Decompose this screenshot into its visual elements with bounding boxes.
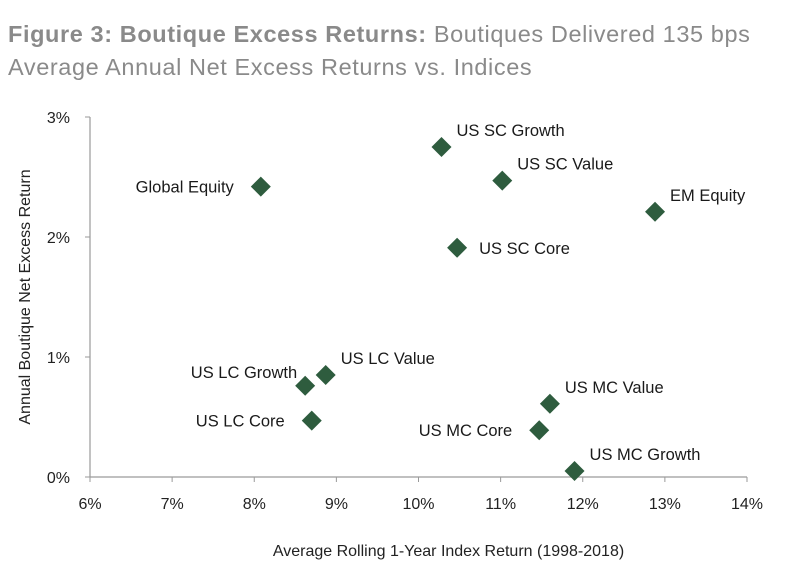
data-point-marker	[564, 461, 585, 481]
axes	[85, 116, 748, 482]
data-points	[250, 137, 666, 481]
x-tick-label: 10%	[402, 496, 434, 513]
data-point-label: EM Equity	[670, 187, 746, 205]
data-point-label: US LC Value	[341, 350, 435, 368]
y-tick-label: 2%	[47, 230, 70, 247]
data-point-label: Global Equity	[136, 179, 235, 197]
data-point-label: US LC Core	[196, 413, 285, 431]
chart-title-rest: Boutiques Delivered 135 bps Average Annu…	[8, 21, 751, 80]
data-point-marker	[295, 375, 316, 396]
data-point-label: US MC Value	[565, 379, 664, 397]
x-tick-label: 14%	[731, 496, 763, 513]
x-tick-label: 7%	[161, 496, 184, 513]
x-tick-label: 13%	[649, 496, 681, 513]
chart-title: Figure 3: Boutique Excess Returns: Bouti…	[8, 18, 793, 84]
data-point-label: US SC Core	[479, 240, 570, 258]
data-point-label: US SC Value	[517, 156, 613, 174]
data-point-marker	[529, 420, 550, 441]
x-tick-label: 9%	[325, 496, 348, 513]
tick-labels: 6% 7% 8% 9% 10% 11% 12% 13% 14% 0% 1% 2% 3%	[47, 110, 763, 513]
point-labels: US SC Growth Global Equity US SC Value EM E…	[136, 122, 746, 464]
data-point-label: US LC Growth	[191, 364, 297, 382]
data-point-label: US MC Growth	[590, 446, 701, 464]
data-point-marker	[250, 176, 271, 197]
data-point-marker	[301, 410, 322, 431]
data-point-marker	[431, 137, 452, 157]
data-point-marker	[492, 170, 513, 191]
x-tick-label: 11%	[485, 496, 516, 513]
data-point-label: US SC Growth	[456, 122, 564, 140]
chart-title-bold: Figure 3: Boutique Excess Returns:	[8, 21, 427, 47]
y-tick-label: 1%	[47, 350, 70, 367]
x-axis-title: Average Rolling 1-Year Index Return (199…	[273, 543, 624, 560]
data-point-marker	[315, 365, 336, 385]
data-point-marker	[645, 201, 666, 222]
y-tick-label: 0%	[47, 470, 70, 487]
x-tick-label: 8%	[243, 496, 266, 513]
x-tick-label: 12%	[567, 496, 599, 513]
data-point-label: US MC Core	[419, 422, 513, 440]
x-tick-label: 6%	[78, 496, 101, 513]
data-point-marker	[539, 393, 560, 414]
data-point-marker	[447, 237, 468, 258]
y-axis-title: Annual Boutique Net Excess Return	[17, 169, 34, 424]
y-tick-label: 3%	[47, 110, 70, 127]
